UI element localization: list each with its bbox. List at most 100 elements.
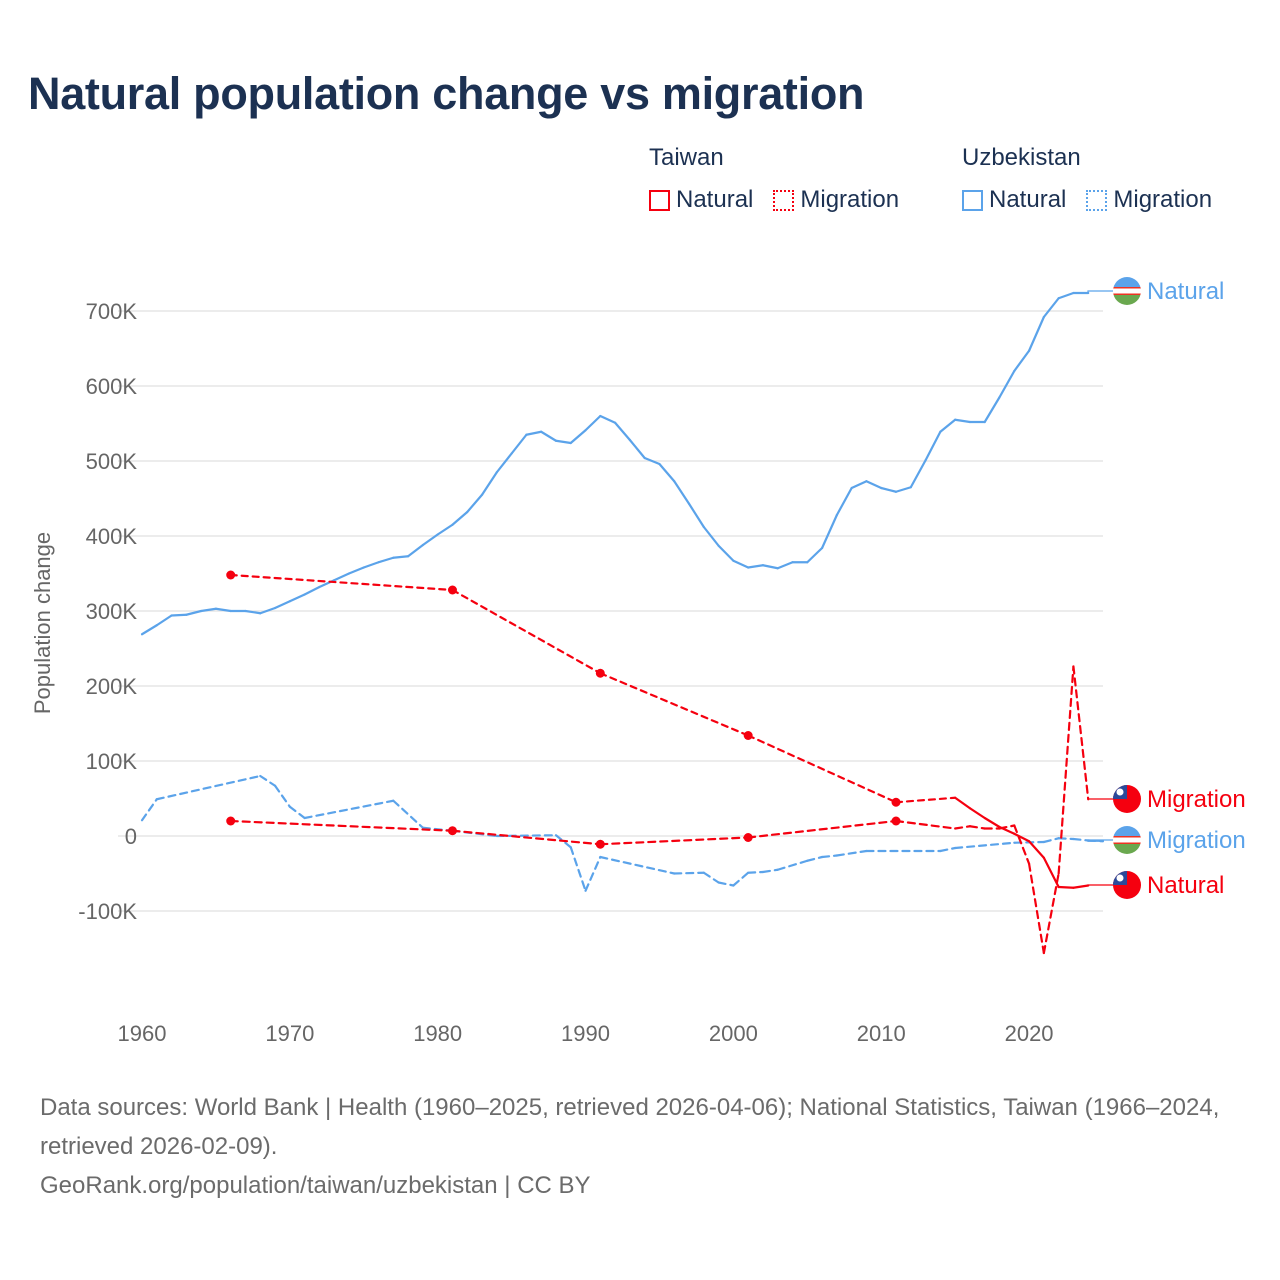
- line-segment: [761, 868, 779, 874]
- line-segment: [835, 486, 853, 517]
- line-segment: [702, 871, 720, 884]
- line-segment: [835, 849, 868, 857]
- x-tick-label: 2000: [709, 1021, 758, 1046]
- line-segment: [1057, 665, 1075, 875]
- flag-stripe: [1113, 287, 1141, 289]
- end-label-uzbekistan-natural: Natural: [1087, 277, 1224, 305]
- data-point[interactable]: [743, 731, 753, 740]
- line-segment: [998, 369, 1016, 399]
- line-segment: [599, 855, 676, 875]
- line-segment: [614, 421, 631, 442]
- line-segment: [806, 546, 824, 564]
- line-segment: [1013, 832, 1031, 843]
- line-segment: [747, 870, 765, 874]
- flag-stripe: [1113, 842, 1141, 844]
- uzbekistan-flag-icon: [1113, 826, 1141, 854]
- x-tick-label: 1990: [561, 1021, 610, 1046]
- line-segment: [820, 513, 838, 550]
- line-segment: [466, 493, 484, 514]
- y-axis-label: Population change: [30, 532, 55, 714]
- line-segment: [480, 471, 498, 496]
- data-point[interactable]: [226, 570, 236, 580]
- end-label-text: Natural: [1147, 278, 1224, 305]
- line-segment: [954, 418, 972, 424]
- line-segment: [200, 607, 218, 613]
- line-segment: [628, 438, 646, 460]
- line-segment: [599, 414, 617, 424]
- line-segment: [968, 825, 986, 830]
- line-segment: [333, 572, 351, 582]
- line-segment: [259, 606, 277, 615]
- line-segment: [436, 523, 454, 536]
- series-uzbekistan-natural: [140, 291, 1090, 636]
- data-point[interactable]: [226, 816, 236, 826]
- line-segment: [702, 525, 720, 547]
- line-segment: [554, 439, 572, 445]
- flag-stripe: [1113, 836, 1141, 838]
- line-segment: [894, 796, 957, 804]
- line-segment: [1072, 665, 1090, 801]
- chart-title: Natural population change vs migration: [28, 68, 865, 119]
- data-point[interactable]: [891, 816, 901, 826]
- legend-country-label: Uzbekistan: [962, 144, 1081, 171]
- line-segment: [569, 846, 587, 892]
- data-point[interactable]: [447, 826, 457, 836]
- legend-item-uzbekistan-migration[interactable]: Migration: [1086, 186, 1212, 214]
- line-segment: [865, 480, 883, 490]
- line-segment: [392, 799, 425, 829]
- legend-item-label: Natural: [676, 186, 754, 213]
- line-segment: [599, 836, 750, 846]
- legend-item-taiwan-migration[interactable]: Migration: [773, 186, 899, 214]
- line-segment: [155, 774, 262, 801]
- line-segment: [1027, 315, 1045, 352]
- line-segment: [584, 414, 602, 432]
- series-taiwan-natural: [226, 570, 1090, 889]
- line-segment: [968, 807, 986, 820]
- legend-swatch-solid: [649, 189, 670, 211]
- line-segment: [525, 430, 543, 436]
- flag-band-white: [1113, 836, 1141, 844]
- line-segment: [273, 600, 291, 610]
- uzbekistan-flag-icon: [1113, 277, 1141, 305]
- line-segment: [850, 480, 868, 490]
- line-segment: [495, 452, 513, 474]
- data-point[interactable]: [447, 585, 457, 595]
- data-point[interactable]: [595, 668, 605, 678]
- line-segment: [214, 607, 232, 613]
- line-segment: [495, 834, 558, 838]
- line-segment: [1057, 291, 1075, 300]
- line-segment: [658, 462, 676, 483]
- data-point[interactable]: [595, 839, 605, 849]
- taiwan-flag-icon: [1113, 871, 1141, 899]
- legend-item-uzbekistan-natural[interactable]: Natural: [962, 186, 1066, 214]
- line-segment: [954, 796, 972, 810]
- line-segment: [584, 855, 602, 892]
- data-point[interactable]: [891, 797, 901, 807]
- credit-link[interactable]: GeoRank.org/population/taiwan/uzbekistan…: [40, 1172, 591, 1199]
- legend-item-label: Migration: [1113, 186, 1213, 213]
- legend-taiwan: Taiwan Natural Migration: [649, 144, 919, 214]
- line-segment: [747, 734, 898, 804]
- line-segment: [259, 774, 277, 787]
- line-segment: [924, 430, 942, 462]
- line-segment: [643, 456, 661, 466]
- line-segment: [1013, 349, 1031, 373]
- end-label-text: Migration: [1147, 827, 1246, 854]
- legend-item-label: Natural: [989, 186, 1067, 213]
- x-tick-label: 1960: [118, 1021, 167, 1046]
- flag-stripe: [1113, 293, 1141, 295]
- flag-band-white: [1113, 287, 1141, 295]
- line-segment: [569, 429, 587, 445]
- legend-country-label: Taiwan: [649, 144, 724, 171]
- x-tick-label: 2010: [857, 1021, 906, 1046]
- y-tick-label: 100K: [86, 749, 138, 774]
- line-segment: [288, 805, 306, 820]
- data-point[interactable]: [743, 833, 753, 842]
- line-segment: [1027, 840, 1045, 859]
- line-segment: [673, 871, 705, 875]
- line-segment: [673, 480, 691, 505]
- end-label-taiwan-natural: Natural: [1087, 871, 1224, 899]
- line-segment: [347, 566, 365, 575]
- legend-item-taiwan-natural[interactable]: Natural: [649, 186, 753, 214]
- data-sources: Data sources: World Bank | Health (1960–…: [40, 1094, 1220, 1160]
